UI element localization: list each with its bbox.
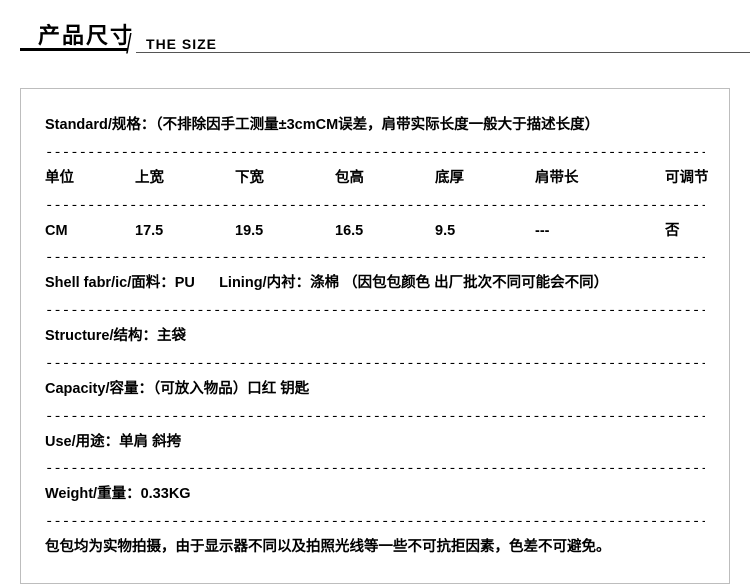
th-height: 包高 — [335, 168, 435, 190]
th-depth: 底厚 — [435, 168, 535, 190]
shell-label: Shell fabr/ic/面料： — [45, 275, 175, 291]
structure-label: Structure/结构： — [45, 328, 157, 344]
divider: ----------------------------------------… — [45, 407, 705, 428]
use-value: 单肩 斜挎 — [119, 434, 181, 450]
note-row: 包包均为实物拍摄，由于显示器不同以及拍照光线等一些不可抗拒因素，色差不可避免。 — [45, 537, 705, 559]
td-unit: CM — [45, 221, 135, 243]
divider: ----------------------------------------… — [45, 459, 705, 480]
td-strap: --- — [535, 221, 665, 243]
th-strap: 肩带长 — [535, 168, 665, 190]
standard-row: Standard/规格：（不排除因手工测量±3cmCM误差，肩带实际长度一般大于… — [45, 115, 705, 137]
weight-value: 0.33KG — [141, 486, 191, 502]
lining-label: Lining/内衬： — [219, 275, 310, 291]
lining-note: （因包包颜色 出厂批次不同可能会不同） — [343, 275, 608, 291]
capacity-row: Capacity/容量：（可放入物品）口红 钥匙 — [45, 379, 705, 401]
title-en: THE SIZE — [146, 36, 217, 56]
divider: ----------------------------------------… — [45, 143, 705, 164]
th-topwidth: 上宽 — [135, 168, 235, 190]
header: 产品尺寸 THE SIZE / — [0, 0, 750, 56]
slash-divider: / — [126, 28, 131, 60]
use-label: Use/用途： — [45, 434, 119, 450]
structure-row: Structure/结构：主袋 — [45, 326, 705, 348]
td-height: 16.5 — [335, 221, 435, 243]
table-header: 单位 上宽 下宽 包高 底厚 肩带长 可调节 — [45, 168, 705, 190]
capacity-value: （可放入物品）口红 钥匙 — [153, 381, 309, 397]
standard-label: Standard/规格： — [45, 117, 155, 133]
td-topwidth: 17.5 — [135, 221, 235, 243]
weight-row: Weight/重量：0.33KG — [45, 484, 705, 506]
weight-label: Weight/重量： — [45, 486, 141, 502]
divider: ----------------------------------------… — [45, 301, 705, 322]
fabric-row: Shell fabr/ic/面料：PU Lining/内衬：涤棉 （因包包颜色 … — [45, 273, 705, 295]
standard-text: （不排除因手工测量±3cmCM误差，肩带实际长度一般大于描述长度） — [155, 117, 599, 133]
td-bottomwidth: 19.5 — [235, 221, 335, 243]
th-unit: 单位 — [45, 168, 135, 190]
underline-long — [136, 52, 750, 53]
th-adjustable: 可调节 — [665, 168, 725, 190]
divider: ----------------------------------------… — [45, 354, 705, 375]
capacity-label: Capacity/容量： — [45, 381, 153, 397]
td-depth: 9.5 — [435, 221, 535, 243]
th-bottomwidth: 下宽 — [235, 168, 335, 190]
lining-value: 涤棉 — [310, 275, 339, 291]
divider: ----------------------------------------… — [45, 248, 705, 269]
shell-value: PU — [175, 275, 195, 291]
divider: ----------------------------------------… — [45, 512, 705, 533]
use-row: Use/用途：单肩 斜挎 — [45, 432, 705, 454]
underline-short — [20, 48, 128, 51]
structure-value: 主袋 — [157, 328, 186, 344]
divider: ----------------------------------------… — [45, 196, 705, 217]
spec-box: Standard/规格：（不排除因手工测量±3cmCM误差，肩带实际长度一般大于… — [20, 88, 730, 584]
td-adjustable: 否 — [665, 221, 725, 243]
table-row: CM 17.5 19.5 16.5 9.5 --- 否 — [45, 221, 705, 243]
